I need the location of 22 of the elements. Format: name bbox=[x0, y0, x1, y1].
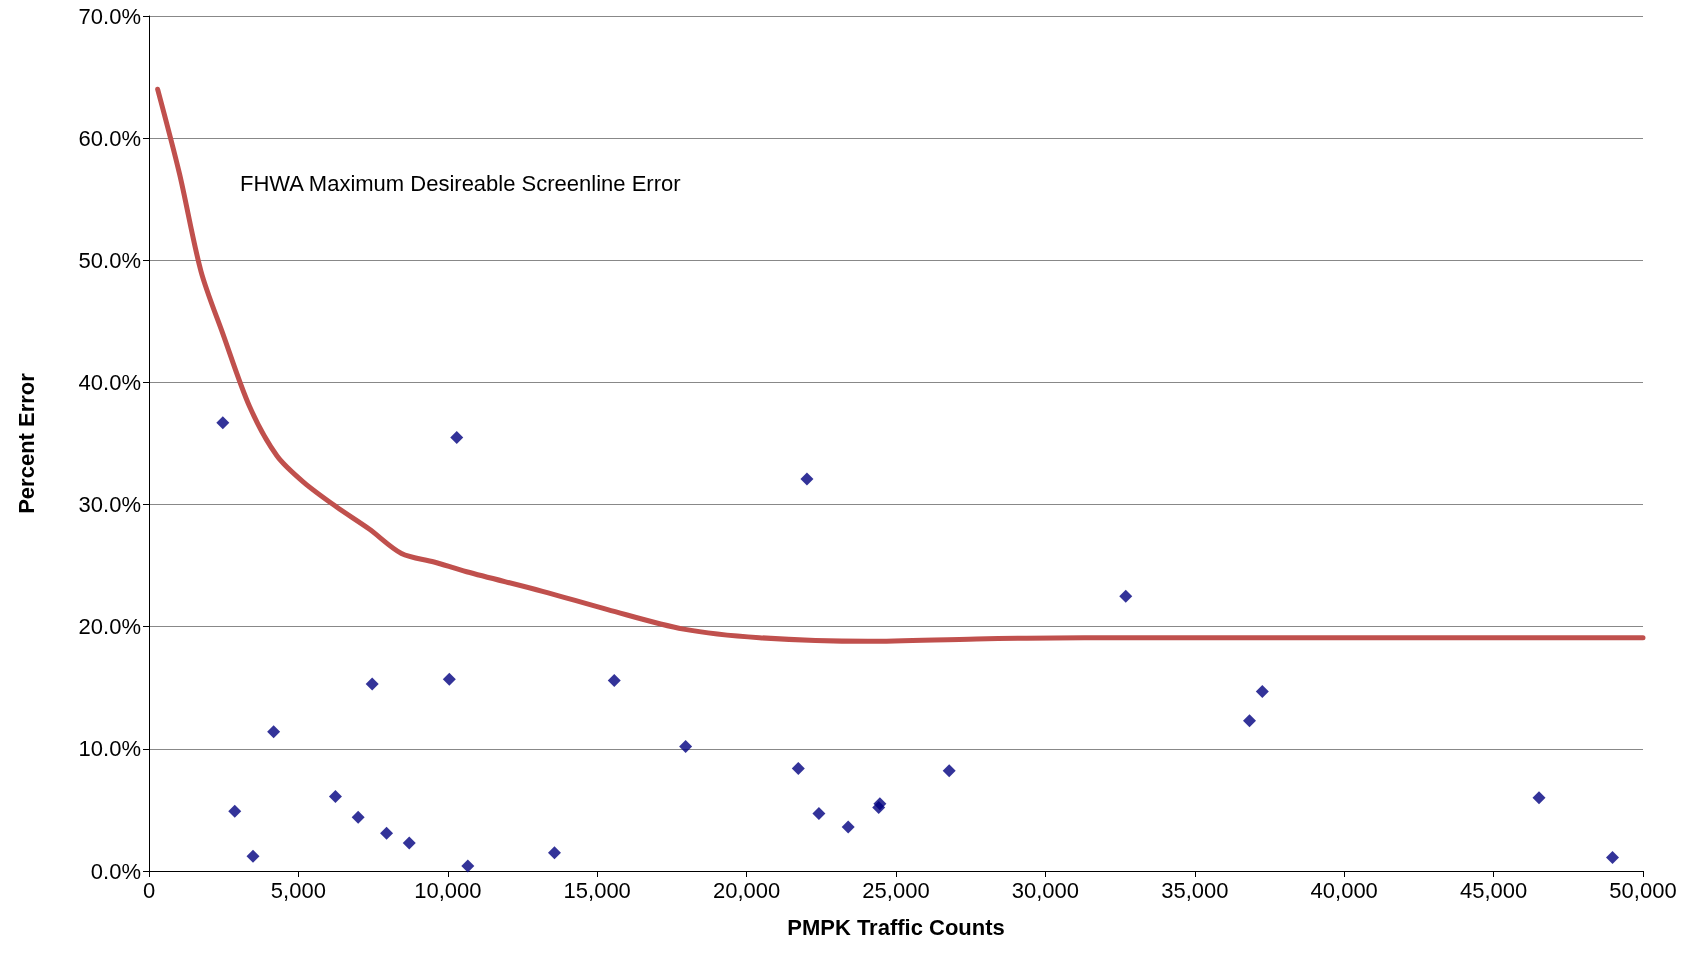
x-tick-label: 0 bbox=[142, 877, 156, 903]
x-tick-label: 20,000 bbox=[712, 877, 781, 903]
x-tick-label: 40,000 bbox=[1310, 877, 1378, 903]
y-axis-title: Percent Error bbox=[13, 372, 39, 514]
y-tick-label: 30.0% bbox=[78, 492, 141, 518]
x-tick-label: 10,000 bbox=[414, 877, 482, 903]
x-tick-label: 15,000 bbox=[563, 877, 631, 903]
x-axis-title: PMPK Traffic Counts bbox=[787, 914, 1005, 940]
x-tick-label: 30,000 bbox=[1011, 877, 1080, 903]
y-tick-label: 70.0% bbox=[78, 3, 141, 29]
annotation: FHWA Maximum Desireable Screenline Error bbox=[240, 170, 681, 196]
x-tick-label: 5,000 bbox=[270, 877, 326, 903]
y-tick-label: 20.0% bbox=[78, 614, 141, 640]
y-tick-label: 10.0% bbox=[78, 736, 141, 762]
y-tick-label: 60.0% bbox=[78, 125, 141, 151]
y-tick-label: 40.0% bbox=[78, 369, 141, 395]
x-tick-label: 50,000 bbox=[1609, 877, 1677, 903]
x-tick-label: 45,000 bbox=[1459, 877, 1528, 903]
y-tick-label: 50.0% bbox=[78, 247, 141, 273]
y-tick-label: 0.0% bbox=[90, 858, 141, 884]
x-tick-label: 25,000 bbox=[862, 877, 930, 903]
x-tick-label: 35,000 bbox=[1161, 877, 1229, 903]
